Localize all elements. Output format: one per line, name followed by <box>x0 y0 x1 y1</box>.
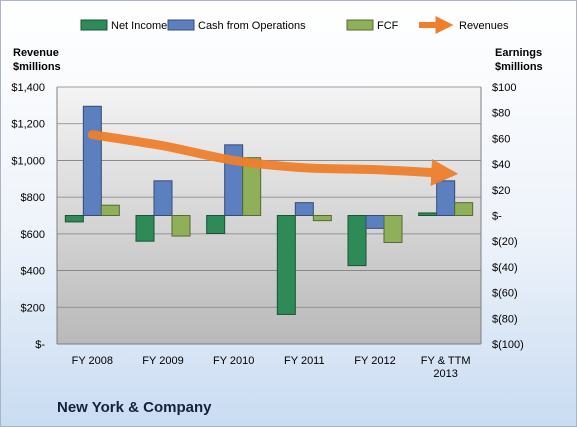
right-tick-label: $100 <box>492 82 516 94</box>
left-tick-label: $600 <box>21 229 45 241</box>
cash-from-operations-bar <box>436 180 456 216</box>
legend-swatch-net-income <box>80 19 108 31</box>
left-tick-label: $1,200 <box>11 119 45 131</box>
legend-label-revenues: Revenues <box>459 20 509 32</box>
legend-swatch-cash-from-operations <box>167 19 195 31</box>
left-tick-label: $1,000 <box>11 155 45 167</box>
fcf-bar <box>383 215 403 243</box>
net-income-bar <box>135 215 155 242</box>
right-tick-label: $40 <box>492 159 510 171</box>
left-tick-label: $800 <box>21 192 45 204</box>
fcf-bar <box>171 215 191 237</box>
legend-swatch-fcf <box>346 19 374 31</box>
right-tick-label: $60 <box>492 133 510 145</box>
right-tick-label: $80 <box>492 108 510 120</box>
right-axis-label-line1: Earnings <box>495 47 542 59</box>
left-tick-label: $400 <box>21 266 45 278</box>
x-tick-label: FY 2010 <box>213 355 254 367</box>
cash-from-operations-bar <box>365 215 385 229</box>
cash-from-operations-bar <box>153 180 173 216</box>
net-income-bar <box>206 215 226 234</box>
fcf-bar <box>100 204 120 217</box>
axes: $1,400 $1,200 $1,000 $800 $600 $400 $200 $- $100… <box>11 82 523 380</box>
legend-label-net-income: Net Income <box>111 20 167 32</box>
left-tick-label: $200 <box>21 302 45 314</box>
revenues-line <box>87 130 459 187</box>
fcf-bar <box>312 215 332 222</box>
right-axis-label-line2: $millions <box>495 61 543 73</box>
revenue-line-layer <box>87 130 459 187</box>
right-tick-label: $(100) <box>492 339 524 351</box>
left-tick-label: $- <box>35 339 45 351</box>
left-tick-label: $1,400 <box>11 82 45 94</box>
chart-title: New York & Company <box>57 399 212 416</box>
legend-label-cash-from-operations: Cash from Operations <box>198 20 306 32</box>
x-tick-label: FY 2008 <box>72 355 113 367</box>
plot-area <box>57 87 481 344</box>
net-income-bar <box>276 215 296 315</box>
cash-from-operations-bar <box>294 202 314 216</box>
net-income-bar <box>347 215 367 267</box>
net-income-bar <box>64 215 84 223</box>
right-tick-label: $(80) <box>492 313 518 325</box>
right-tick-label: $(20) <box>492 236 518 248</box>
left-axis-label-line1: Revenue <box>13 47 59 59</box>
legend-label-fcf: FCF <box>377 20 399 32</box>
x-tick-label: FY 2009 <box>142 355 183 367</box>
x-tick-label: FY & TTM 2013 <box>421 355 471 380</box>
net-income-bar <box>418 212 438 216</box>
fcf-bar <box>242 157 262 217</box>
right-tick-label: $20 <box>492 185 510 197</box>
right-tick-label: $(60) <box>492 288 518 300</box>
x-tick-label: FY 2012 <box>354 355 395 367</box>
left-axis-label-line2: $millions <box>13 61 61 73</box>
right-tick-label: $- <box>492 211 502 223</box>
fcf-bar <box>454 202 474 216</box>
right-tick-label: $(40) <box>492 262 518 274</box>
x-tick-label: FY 2011 <box>284 355 325 367</box>
legend: Net Income Cash from Operations FCF Revenue… <box>80 16 509 34</box>
cash-from-operations-bar <box>82 105 102 216</box>
